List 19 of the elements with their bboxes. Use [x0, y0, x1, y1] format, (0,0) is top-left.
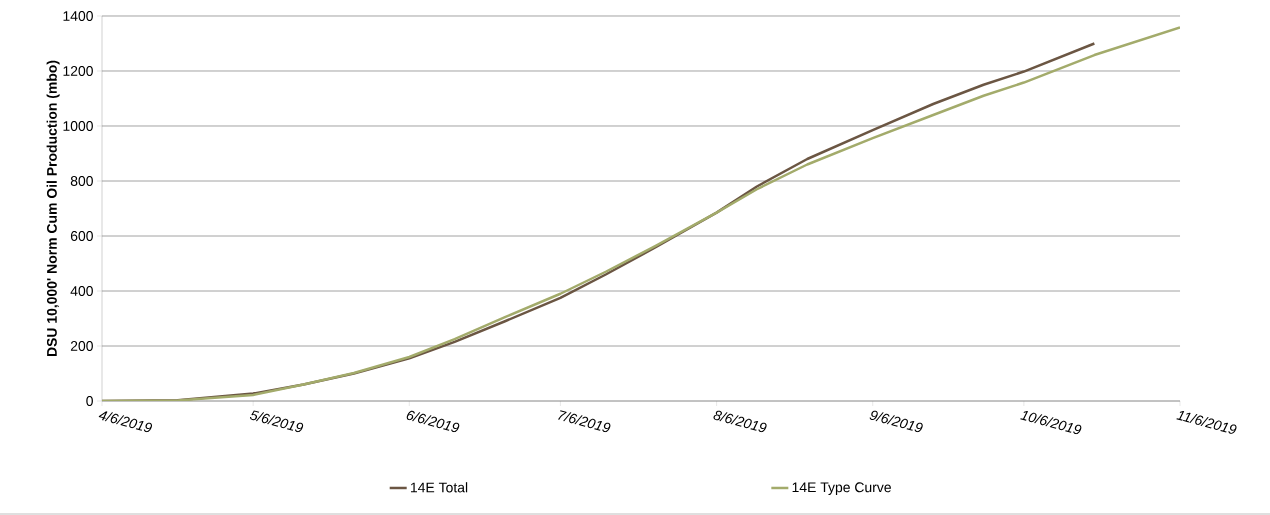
x-tick-label: 7/6/2019: [558, 410, 611, 433]
y-tick-label: 200: [70, 341, 93, 351]
x-tick-label: 9/6/2019: [869, 410, 923, 433]
x-tick-label: 5/6/2019: [249, 410, 304, 433]
legend-label: 14E Type Curve: [792, 482, 891, 495]
y-tick-label: 0: [86, 396, 93, 406]
x-tick-label: 8/6/2019: [713, 410, 767, 433]
y-tick-label: 800: [70, 176, 93, 186]
x-tick-label: 10/6/2019: [1020, 411, 1082, 435]
y-tick-label: 600: [70, 231, 93, 241]
x-tick-label: 4/6/2019: [98, 411, 153, 433]
x-tick-label: 6/6/2019: [406, 410, 460, 433]
y-tick-label: 1000: [63, 121, 93, 131]
y-axis-title: DSU 10,000' Norm Cum Oil Production (mbo): [46, 60, 60, 357]
legend-label: 14E Total: [411, 482, 468, 493]
x-tick-label: 11/6/2019: [1176, 411, 1237, 434]
y-tick-label: 1200: [63, 66, 93, 76]
y-tick-label: 1400: [63, 11, 93, 21]
y-tick-label: 400: [70, 286, 93, 296]
